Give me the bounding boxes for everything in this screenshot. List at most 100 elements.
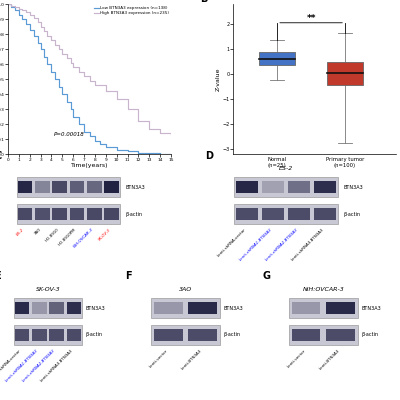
Text: ES-2: ES-2 [16,227,25,236]
High BTN3A3 expression (n=235) [147,126,152,131]
High BTN3A3 expression (n=235) [87,78,92,83]
Low BTN3A3 expression (n=138) [136,150,141,155]
Bar [154,329,183,341]
Bar [14,325,82,345]
Bar [292,302,320,314]
Text: HO-8910PM: HO-8910PM [58,227,77,247]
Low BTN3A3 expression (n=138) [42,54,46,59]
Bar [262,182,284,193]
Bar [15,329,30,341]
Text: 3AO: 3AO [34,227,42,236]
Text: Lenti-shRNA-vector: Lenti-shRNA-vector [217,227,247,258]
Text: β-actin: β-actin [224,332,240,338]
Text: Lenti-shRNA3-BTN3A3: Lenti-shRNA3-BTN3A3 [291,227,325,262]
Bar [104,182,119,193]
Bar [234,204,338,224]
Low BTN3A3 expression (n=138) [38,47,43,52]
Y-axis label: Z-value: Z-value [216,67,221,91]
Bar [104,208,119,220]
Bar [314,208,336,220]
Text: SK-OV-3: SK-OV-3 [36,287,60,292]
Bar [67,302,81,314]
Bar [151,298,220,318]
Low BTN3A3 expression (n=138) [20,17,24,22]
Text: B: B [200,0,208,4]
Text: Lenti-vector: Lenti-vector [286,348,306,368]
High BTN3A3 expression (n=235) [57,47,62,52]
High BTN3A3 expression (n=235) [82,74,86,78]
High BTN3A3 expression (n=235) [60,51,65,56]
High BTN3A3 expression (n=235) [69,60,74,65]
Low BTN3A3 expression (n=138) [49,69,54,74]
Bar [326,329,355,341]
Text: Lenti-shRNA-vector: Lenti-shRNA-vector [0,348,22,378]
Low BTN3A3 expression (n=138) [104,144,108,149]
Bar [70,208,84,220]
High BTN3A3 expression (n=235) [32,15,36,20]
Low BTN3A3 expression (n=138) [27,27,32,32]
Low BTN3A3 expression (n=138) [125,149,130,154]
Bar [52,182,67,193]
Bar [87,182,102,193]
Bar [18,208,32,220]
High BTN3A3 expression (n=235) [27,12,32,17]
Line: Low BTN3A3 expression (n=138): Low BTN3A3 expression (n=138) [8,4,171,154]
Low BTN3A3 expression (n=138) [64,99,69,104]
Low BTN3A3 expression (n=138) [147,151,152,156]
Low BTN3A3 expression (n=138) [32,33,36,38]
Bar [288,208,310,220]
High BTN3A3 expression (n=235) [16,6,21,11]
High BTN3A3 expression (n=235) [52,42,57,47]
High BTN3A3 expression (n=235) [125,107,130,112]
Low BTN3A3 expression (n=138) [82,129,86,134]
Bar [16,178,120,197]
Text: D: D [206,150,214,160]
Low BTN3A3 expression (n=138) [24,21,29,26]
Text: Lenti-shRNA1-BTN3A3: Lenti-shRNA1-BTN3A3 [239,227,273,262]
Bar [188,329,217,341]
Bar [236,182,258,193]
Bar [151,325,220,345]
Bar [262,208,284,220]
Text: **: ** [306,14,316,23]
Low BTN3A3 expression (n=138) [57,84,62,89]
Bar [327,62,363,84]
Low BTN3A3 expression (n=138) [52,77,57,82]
High BTN3A3 expression (n=235) [45,33,50,38]
Low BTN3A3 expression (n=138) [87,134,92,138]
High BTN3A3 expression (n=235) [6,2,10,6]
High BTN3A3 expression (n=235) [92,83,97,88]
Line: High BTN3A3 expression (n=235): High BTN3A3 expression (n=235) [8,4,171,135]
Text: BTN3A3: BTN3A3 [126,185,145,190]
Text: C: C [0,150,2,160]
Text: Lenti-BTN3A3: Lenti-BTN3A3 [181,348,203,370]
Bar [70,182,84,193]
High BTN3A3 expression (n=235) [49,38,54,42]
Bar [154,302,183,314]
High BTN3A3 expression (n=235) [104,89,108,94]
Text: BTN3A3: BTN3A3 [86,306,106,311]
Bar [16,204,120,224]
Bar [260,52,295,64]
Bar [35,208,50,220]
Low BTN3A3 expression (n=138) [36,41,41,46]
Bar [87,208,102,220]
Text: Lenti-shRNA2-BTN3A3: Lenti-shRNA2-BTN3A3 [22,348,57,383]
High BTN3A3 expression (n=235) [38,24,43,29]
Low BTN3A3 expression (n=138) [158,152,162,156]
Low BTN3A3 expression (n=138) [169,152,174,156]
High BTN3A3 expression (n=235) [42,29,46,34]
Text: 3AO: 3AO [179,287,192,292]
High BTN3A3 expression (n=235) [12,5,17,10]
Text: F: F [125,272,132,282]
High BTN3A3 expression (n=235) [24,9,29,14]
Text: SK-OV-3: SK-OV-3 [98,227,112,241]
Text: Lenti-BTN3A3: Lenti-BTN3A3 [318,348,340,370]
Text: P=0.00018: P=0.00018 [54,132,84,137]
Bar [288,182,310,193]
Bar [289,325,358,345]
High BTN3A3 expression (n=235) [136,119,141,124]
Text: β-actin: β-actin [126,212,142,216]
Text: Lenti-shRNA2-BTN3A3: Lenti-shRNA2-BTN3A3 [265,227,299,262]
Text: BTN3A3: BTN3A3 [343,185,363,190]
